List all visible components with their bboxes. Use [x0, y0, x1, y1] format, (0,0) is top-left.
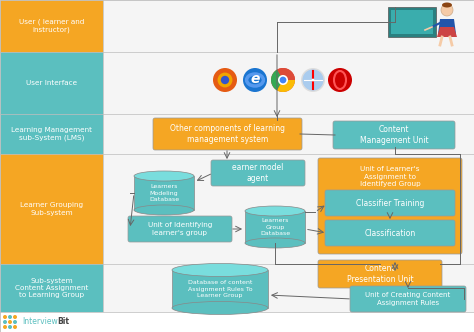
- Circle shape: [278, 75, 288, 85]
- Ellipse shape: [442, 3, 452, 8]
- Text: Unit of Identifying
learner's group: Unit of Identifying learner's group: [148, 222, 212, 236]
- Circle shape: [8, 320, 12, 324]
- FancyBboxPatch shape: [153, 118, 302, 150]
- Text: Content
Presentation Unit: Content Presentation Unit: [346, 264, 413, 284]
- Text: Content
Management Unit: Content Management Unit: [360, 125, 428, 145]
- Circle shape: [8, 325, 12, 329]
- Text: Learners
Modeling
Database: Learners Modeling Database: [149, 184, 179, 202]
- FancyBboxPatch shape: [333, 121, 455, 149]
- FancyBboxPatch shape: [318, 260, 442, 288]
- Circle shape: [3, 320, 7, 324]
- Bar: [245, 211, 305, 243]
- Circle shape: [271, 68, 295, 92]
- Bar: [0, 264, 103, 312]
- Bar: [103, 52, 474, 114]
- Bar: [391, 10, 433, 34]
- Text: earner model
agent: earner model agent: [232, 163, 283, 183]
- Circle shape: [8, 315, 12, 319]
- Text: Classifier Training: Classifier Training: [356, 199, 424, 208]
- Text: Sub-system
Content Assignment
to Learning Group: Sub-system Content Assignment to Learnin…: [15, 278, 88, 298]
- FancyBboxPatch shape: [128, 216, 232, 242]
- Text: Unit of Learner's
Assignment to
Identifyed Group: Unit of Learner's Assignment to Identify…: [360, 166, 420, 187]
- Circle shape: [13, 315, 17, 319]
- Circle shape: [221, 76, 229, 84]
- Bar: [172, 270, 268, 308]
- Text: Classification: Classification: [365, 228, 416, 237]
- Ellipse shape: [134, 205, 194, 215]
- Text: User Interface: User Interface: [26, 80, 77, 86]
- Text: Interview: Interview: [22, 317, 58, 326]
- Circle shape: [13, 320, 17, 324]
- Ellipse shape: [172, 264, 268, 277]
- Polygon shape: [277, 68, 295, 80]
- Text: Learning Management
sub-System (LMS): Learning Management sub-System (LMS): [11, 127, 92, 141]
- Circle shape: [311, 79, 314, 81]
- Bar: [0, 154, 103, 264]
- Ellipse shape: [134, 171, 194, 181]
- Ellipse shape: [172, 301, 268, 314]
- Circle shape: [280, 77, 286, 83]
- Polygon shape: [271, 70, 283, 90]
- Circle shape: [213, 68, 237, 92]
- Circle shape: [218, 73, 232, 87]
- FancyBboxPatch shape: [350, 286, 466, 312]
- Bar: [0, 0, 103, 52]
- Circle shape: [243, 68, 267, 92]
- Text: Bit: Bit: [57, 317, 69, 326]
- FancyBboxPatch shape: [318, 158, 462, 254]
- Polygon shape: [438, 19, 456, 34]
- Bar: [103, 114, 474, 154]
- Bar: [134, 176, 194, 210]
- Bar: [0, 114, 103, 154]
- Bar: [0, 312, 474, 332]
- Circle shape: [13, 325, 17, 329]
- Bar: [388, 7, 436, 37]
- Bar: [103, 264, 474, 312]
- FancyBboxPatch shape: [325, 220, 455, 246]
- Text: Learners
Group
Database: Learners Group Database: [260, 218, 290, 236]
- Polygon shape: [277, 80, 295, 92]
- Ellipse shape: [337, 73, 344, 87]
- Circle shape: [328, 68, 352, 92]
- Text: e: e: [250, 72, 260, 86]
- Text: Unit of Creating Content
Assignment Rules: Unit of Creating Content Assignment Rule…: [365, 292, 451, 306]
- Text: User ( learner and
instructor): User ( learner and instructor): [19, 19, 84, 33]
- Circle shape: [3, 325, 7, 329]
- Bar: [103, 154, 474, 264]
- Text: Database of content
Assignment Rules To
Learner Group: Database of content Assignment Rules To …: [188, 280, 252, 298]
- Bar: [0, 52, 103, 114]
- Text: Learner Grouping
Sub-system: Learner Grouping Sub-system: [20, 202, 83, 216]
- Bar: [103, 0, 474, 52]
- FancyBboxPatch shape: [325, 190, 455, 216]
- Circle shape: [301, 68, 325, 92]
- Circle shape: [3, 315, 7, 319]
- Ellipse shape: [245, 206, 305, 216]
- Circle shape: [302, 69, 324, 91]
- FancyBboxPatch shape: [211, 160, 305, 186]
- Text: Other components of learning
management system: Other components of learning management …: [170, 124, 285, 144]
- Circle shape: [441, 4, 453, 16]
- Polygon shape: [437, 27, 457, 37]
- Ellipse shape: [245, 238, 305, 248]
